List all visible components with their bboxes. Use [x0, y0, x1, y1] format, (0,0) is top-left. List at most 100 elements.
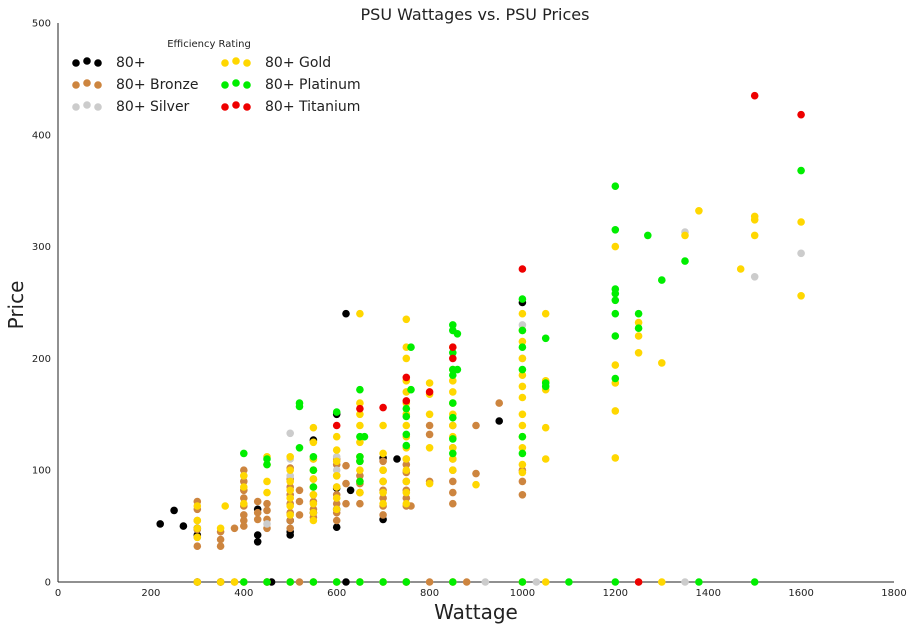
- data-point: [449, 321, 457, 329]
- data-point: [449, 466, 457, 475]
- data-point: [230, 578, 239, 586]
- data-point: [286, 429, 295, 438]
- data-point: [286, 524, 295, 533]
- data-point: [402, 499, 411, 508]
- data-point: [286, 453, 295, 461]
- data-point: [263, 520, 271, 528]
- data-point: [286, 477, 295, 486]
- data-point: [342, 461, 350, 470]
- data-point: [797, 292, 805, 300]
- data-point: [425, 388, 434, 396]
- data-point: [216, 524, 225, 533]
- x-tick-label: 1800: [881, 588, 906, 599]
- legend-title: Efficiency Rating: [167, 39, 251, 50]
- data-point: [449, 421, 457, 430]
- data-point: [634, 309, 643, 318]
- data-point: [681, 231, 689, 240]
- data-point: [449, 435, 457, 443]
- x-tick-label: 600: [327, 588, 346, 599]
- data-point: [449, 377, 457, 385]
- data-point: [797, 218, 805, 226]
- x-tick-labels: 0 200 400 600 800 1000 1200 1400 1600 1800: [55, 588, 907, 599]
- data-point: [565, 578, 573, 586]
- data-point: [402, 421, 411, 430]
- legend-marker: [243, 81, 251, 89]
- data-point: [253, 531, 262, 539]
- data-point: [518, 421, 527, 430]
- data-point: [402, 441, 411, 450]
- data-point: [240, 466, 248, 475]
- data-point: [750, 273, 759, 281]
- x-tick-label: 1000: [510, 588, 535, 599]
- data-point: [332, 494, 341, 502]
- data-point: [541, 455, 550, 463]
- data-point: [263, 488, 271, 497]
- series-80-gold: [193, 207, 805, 586]
- legend-marker: [221, 81, 229, 89]
- data-point: [634, 578, 643, 586]
- data-point: [495, 417, 504, 425]
- x-tick-label: 400: [234, 588, 253, 599]
- data-point: [425, 479, 434, 488]
- legend-label: 80+ Bronze: [116, 77, 198, 93]
- data-point: [658, 359, 666, 367]
- legend-marker: [243, 59, 251, 67]
- data-point: [611, 309, 620, 318]
- data-point: [230, 524, 239, 533]
- data-point: [286, 516, 295, 525]
- data-point: [379, 494, 387, 502]
- data-point: [332, 483, 341, 491]
- data-point: [425, 578, 434, 586]
- data-point: [611, 226, 620, 234]
- data-point: [193, 542, 202, 550]
- data-point: [611, 296, 620, 305]
- data-point: [156, 520, 164, 528]
- data-point: [518, 326, 527, 335]
- data-point: [495, 399, 504, 407]
- x-tick-label: 800: [420, 588, 439, 599]
- data-point: [332, 499, 341, 508]
- data-point: [379, 421, 387, 430]
- data-point: [179, 522, 188, 530]
- data-point: [240, 516, 248, 525]
- data-point: [379, 457, 387, 466]
- data-point: [797, 166, 805, 175]
- data-point: [449, 349, 457, 357]
- data-point: [472, 421, 480, 430]
- data-point: [356, 410, 364, 419]
- data-point: [193, 578, 202, 586]
- data-point: [379, 511, 387, 519]
- data-point: [332, 516, 341, 525]
- data-point: [681, 257, 689, 265]
- data-point: [240, 449, 248, 458]
- data-point: [541, 578, 550, 586]
- data-point: [449, 354, 457, 363]
- x-tick-label: 1200: [603, 588, 628, 599]
- data-point: [402, 397, 411, 405]
- data-point: [425, 379, 434, 387]
- data-point: [240, 472, 248, 480]
- data-point: [356, 457, 364, 466]
- legend-marker: [94, 59, 102, 67]
- data-points: [156, 91, 805, 586]
- legend-items: 80+ 80+ Bronze 80+ Silver 80+ Gold 80+ Plati…: [72, 55, 361, 115]
- data-point: [309, 466, 318, 475]
- legend-item: 80+ Silver: [72, 99, 190, 115]
- data-point: [449, 499, 457, 508]
- series-80-platinum: [240, 166, 805, 586]
- data-point: [453, 330, 462, 338]
- data-point: [295, 402, 304, 411]
- data-point: [402, 412, 411, 421]
- data-point: [611, 407, 620, 415]
- data-point: [518, 468, 527, 477]
- data-point: [402, 354, 411, 363]
- legend-marker: [94, 103, 102, 111]
- data-point: [518, 337, 527, 346]
- data-point: [518, 477, 527, 486]
- data-point: [611, 242, 620, 251]
- data-point: [402, 455, 411, 463]
- data-point: [309, 499, 318, 508]
- legend-marker: [83, 79, 91, 87]
- data-point: [611, 182, 620, 190]
- data-point: [611, 289, 620, 298]
